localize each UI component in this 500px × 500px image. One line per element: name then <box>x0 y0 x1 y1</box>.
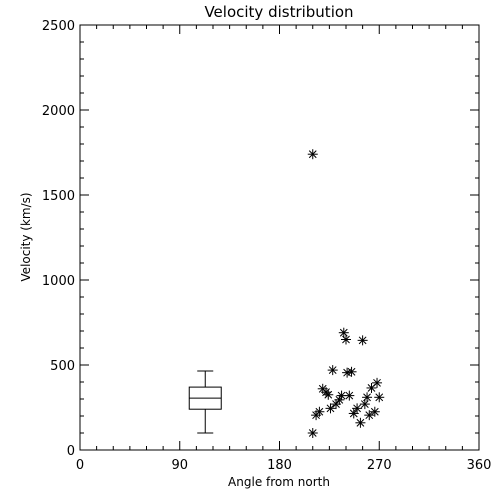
scatter-point <box>346 366 357 377</box>
x-tick-label: 180 <box>267 458 292 473</box>
scatter-point <box>364 410 375 421</box>
scatter-point <box>348 408 359 419</box>
scatter-point <box>344 390 355 401</box>
scatter-point <box>362 392 373 403</box>
y-tick-label: 0 <box>67 444 75 459</box>
scatter-point <box>341 334 351 345</box>
scatter-point <box>314 406 325 417</box>
scatter-point <box>323 389 334 400</box>
y-axis-label: Velocity (km/s) <box>19 192 33 281</box>
scatter-point <box>338 327 349 338</box>
y-tick-label: 1000 <box>42 274 75 289</box>
y-tick-label: 2500 <box>42 19 75 34</box>
x-tick-label: 270 <box>367 458 392 473</box>
x-axis-label: Angle from north <box>228 475 330 489</box>
x-tick-label: 90 <box>171 458 188 473</box>
scatter-point <box>355 417 366 428</box>
y-tick-label: 500 <box>50 359 75 374</box>
scatter-point <box>359 399 370 410</box>
y-tick-label: 1500 <box>42 189 75 204</box>
y-axis: 0 500 1000 1500 2000 2500 <box>42 19 479 459</box>
scatter-point <box>325 403 336 414</box>
scatter-point <box>374 392 385 403</box>
scatter-point <box>369 406 380 417</box>
x-axis: 0 90 180 270 360 <box>76 25 492 473</box>
x-tick-label: 0 <box>76 458 84 473</box>
scatter-point <box>307 428 318 438</box>
boxplot <box>188 370 222 434</box>
scatter-point <box>357 335 368 346</box>
y-tick-label: 2000 <box>42 104 75 119</box>
x-tick-label: 360 <box>467 458 492 473</box>
scatter-point <box>352 403 363 414</box>
scatter-points <box>307 149 385 438</box>
scatter-point <box>372 377 383 388</box>
plot-frame <box>79 24 480 451</box>
scatter-point <box>307 149 318 160</box>
chart-title: Velocity distribution <box>204 3 353 21</box>
scatter-point <box>327 365 338 376</box>
